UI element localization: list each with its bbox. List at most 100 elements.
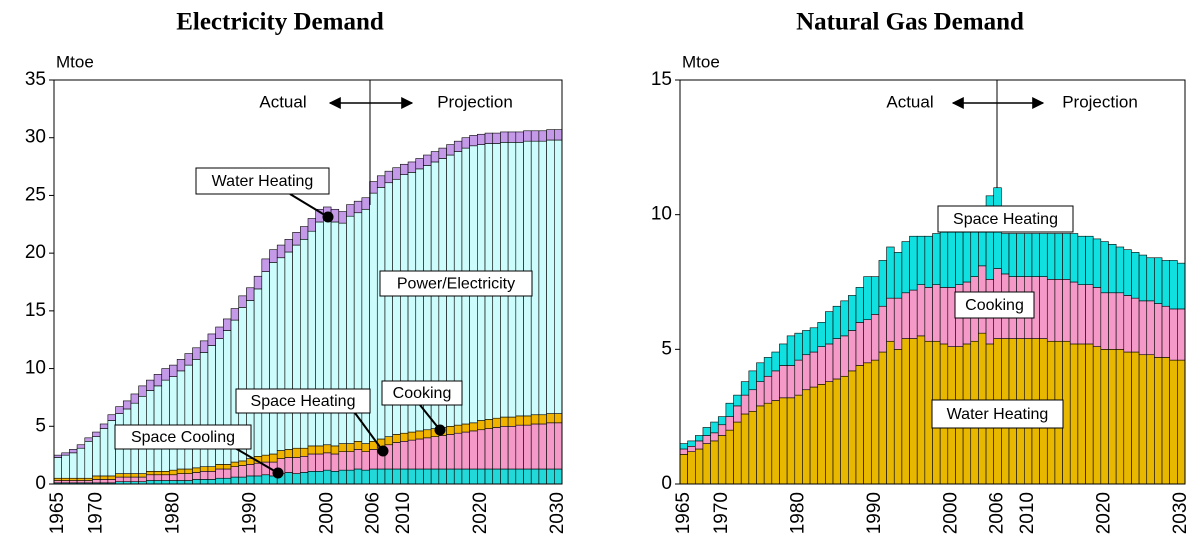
bar-segment [832,305,841,339]
bar-segment [679,443,688,450]
bar-segment [1069,281,1079,345]
bar-segment [330,471,340,485]
bar-segment [492,468,501,485]
annotation: Projection [1062,92,1138,111]
bar-segment [1054,233,1063,280]
bar-segment [192,479,201,485]
bar-segment [323,444,332,454]
bar-segment [848,330,857,372]
bar-segment [284,472,293,485]
bar-segment [161,480,170,485]
x-tick-label: 1980 [788,492,809,534]
bar-segment [469,135,478,147]
bar-segment [500,425,509,470]
bar-segment [756,405,765,485]
bar-segment [230,466,240,478]
bar-segment [1161,305,1170,358]
x-tick-label: 2020 [1094,492,1115,534]
bar-segment [554,139,563,414]
bar-segment [199,352,209,467]
bar-segment [725,402,734,417]
y-tick-label: 35 [25,69,46,90]
y-tick-label: 15 [25,300,46,321]
bar-segment [725,416,734,431]
bar-segment [500,468,509,485]
bar-segment [484,419,494,429]
bar-segment [477,133,486,145]
bar-segment [99,479,109,484]
bar-segment [840,300,849,337]
bar-segment [687,451,696,485]
bar-segment [809,327,819,353]
bar-segment [461,423,470,433]
bar-segment [538,130,547,142]
leader-dot [272,467,284,479]
bar-segment [169,474,178,481]
bar-segment [276,244,286,259]
bar-segment [292,244,301,449]
bar-segment [1100,292,1109,350]
bar-segment [61,454,70,479]
bar-segment [169,469,178,476]
bar-segment [1085,343,1094,485]
bar-segment [153,471,163,476]
legend-box [195,167,330,195]
bar-segment [507,131,517,143]
x-tick-label: 1970 [85,492,106,534]
bar-segment [207,466,216,472]
bar-segment [554,468,563,485]
bar-segment [400,468,409,485]
bar-segment [423,429,432,439]
bar-segment [1138,354,1148,485]
bar-segment [554,422,563,470]
bar-segment [932,284,941,342]
bar-segment [1085,235,1094,285]
bar-segment [161,368,170,381]
bar-segment [1161,260,1170,307]
bar-segment [779,397,788,485]
bar-segment [223,468,232,479]
bar-segment [261,454,270,463]
bar-segment [53,457,62,479]
bar-segment [515,468,524,485]
bar-segment [300,447,309,457]
bar-segment [546,413,555,424]
bar-segment [1085,284,1094,345]
bar-segment [1131,252,1140,299]
bar-segment [515,415,524,426]
bar-segment [292,473,301,485]
bar-segment [756,362,765,382]
bar-segment [740,381,750,396]
bar-segment [507,416,517,427]
bar-segment [230,476,240,485]
y-axis-label: Mtoe [682,52,720,71]
bar-segment [384,170,393,184]
bar-segment [740,394,750,415]
chart: Natural Gas Demand Mtoe 0 5 10 15 1965 1970 1980… [651,9,1191,535]
bar-segment [477,429,486,470]
x-tick-label: 2000 [316,492,337,534]
bar-segment [346,469,355,485]
bar-segment [384,436,393,446]
bar-segment [870,276,880,315]
bar-segment [794,332,803,361]
bar-segment [702,427,711,436]
bar-segment [916,335,926,485]
bar-segment [530,468,540,485]
bar-segment [717,416,727,426]
bar-segment [740,413,750,485]
leader-dot [377,445,389,457]
bar-segment [1169,359,1178,485]
bar-segment [492,132,501,144]
bar-segment [369,181,378,194]
bar-segment [477,420,486,431]
bar-segment [138,385,147,397]
bar-segment [69,452,78,479]
bar-segment [223,477,232,485]
bar-segment [538,140,547,416]
bar-segment [199,466,209,472]
bar-segment [817,322,826,347]
bar-segment [307,445,316,455]
bar-segment [353,449,363,470]
bar-segment [1092,287,1102,347]
